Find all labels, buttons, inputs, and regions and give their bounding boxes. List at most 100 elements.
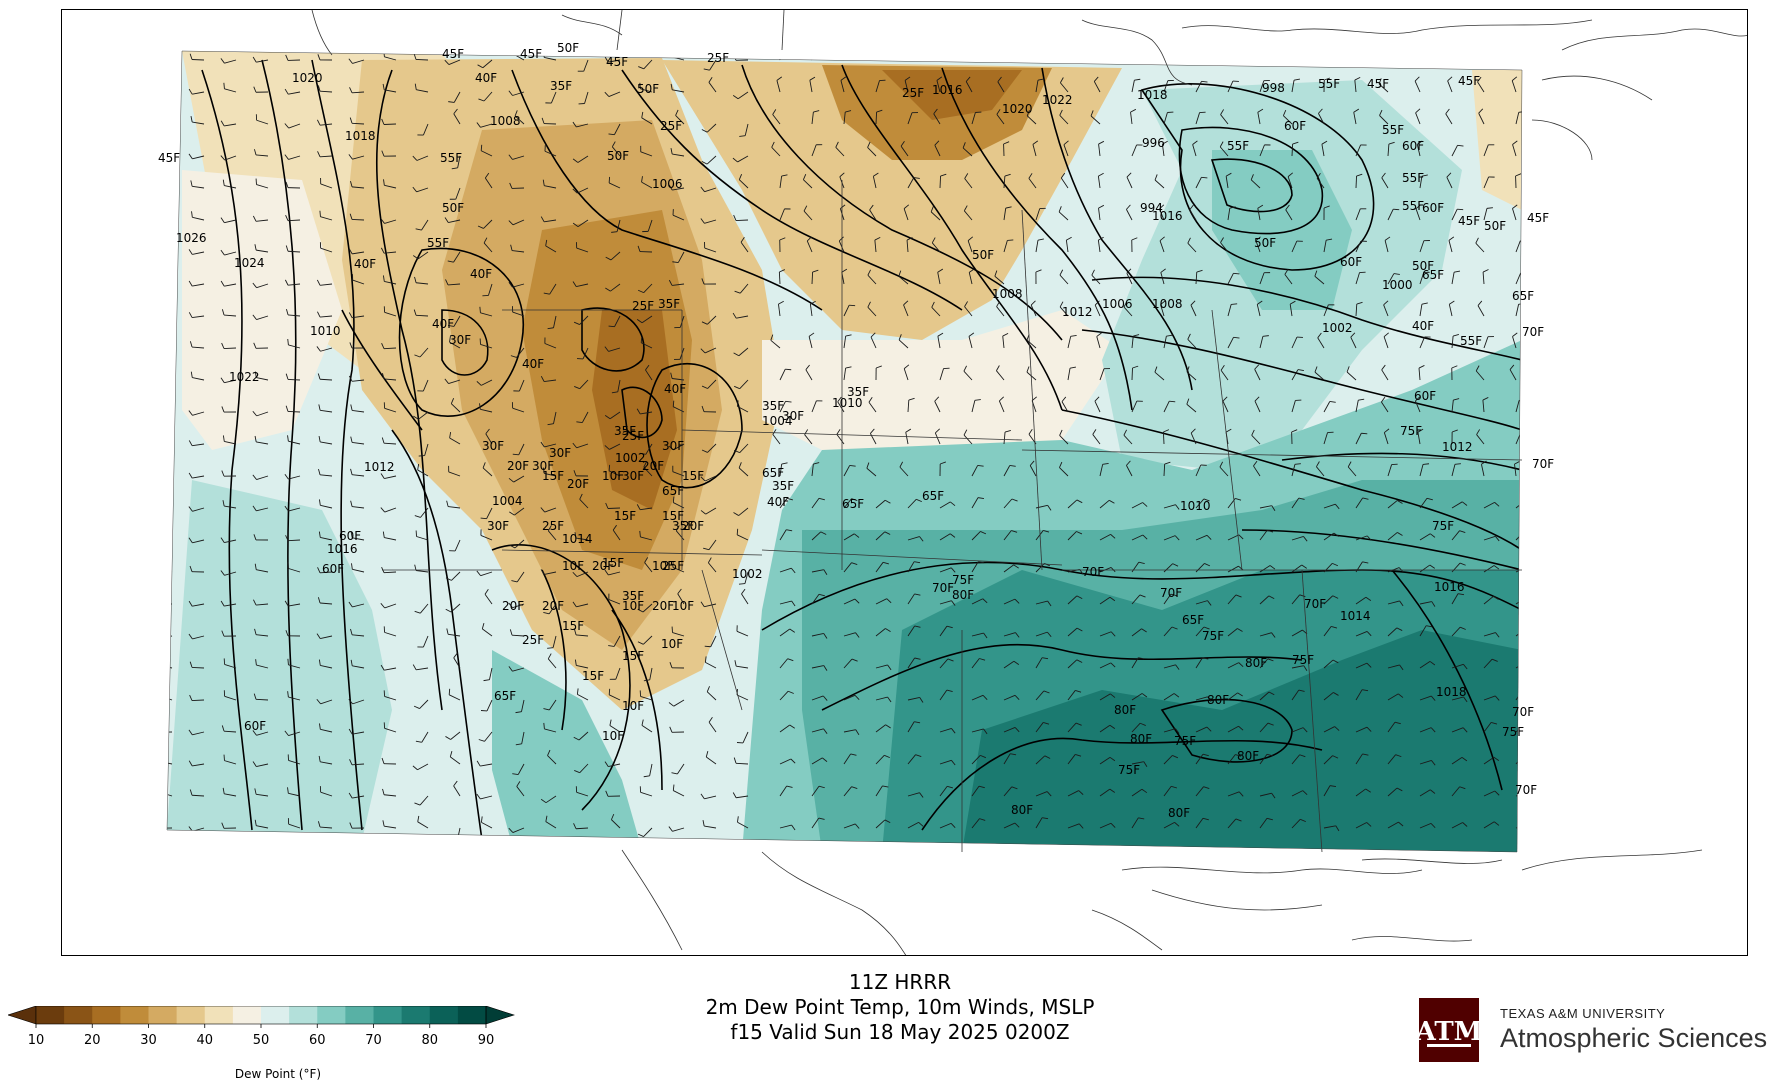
dewpoint-label: 80F	[1237, 749, 1259, 763]
dewpoint-label: 75F	[1174, 734, 1196, 748]
wind-barb	[159, 501, 172, 508]
colorbar-tick-label: 20	[84, 1033, 101, 1048]
dewpoint-label: 70F	[1304, 597, 1326, 611]
wind-barb	[1004, 49, 1015, 60]
dewpoint-label: 50F	[557, 41, 579, 55]
dewpoint-label: 65F	[1422, 268, 1444, 282]
colorbar-swatch	[149, 1006, 178, 1024]
university-name: TEXAS A&M UNIVERSITY	[1500, 1006, 1767, 1021]
colorbar-swatch	[36, 1006, 65, 1024]
dewpoint-label: 40F	[470, 267, 492, 281]
dewpoint-label: 55F	[1227, 139, 1249, 153]
dewpoint-label: 25F	[632, 299, 654, 313]
dewpoint-label: 25F	[622, 429, 644, 443]
dewpoint-label: 15F	[662, 509, 684, 523]
isobar-label: 1020	[292, 71, 323, 85]
wind-barb	[158, 598, 172, 604]
dewpoint-label: 60F	[244, 719, 266, 733]
dewpoint-label: 45F	[1367, 77, 1389, 91]
colorbar-tick-label: 10	[28, 1033, 45, 1048]
isobar-label: 1002	[732, 567, 763, 581]
colorbar-swatch	[458, 1006, 487, 1024]
colorbar-tick-label: 50	[253, 1033, 270, 1048]
dewpoint-label: 80F	[1245, 656, 1267, 670]
isobar-label: 1014	[562, 532, 593, 546]
dewpoint-label: 15F	[582, 669, 604, 683]
branding: TEXAS A&M UNIVERSITY Atmospheric Science…	[1500, 1006, 1767, 1054]
dewpoint-label: 75F	[1400, 424, 1422, 438]
isobar-label: 1022	[1042, 93, 1073, 107]
wind-barb	[805, 45, 812, 60]
boundary-line	[782, 10, 784, 50]
wind-barb	[1099, 45, 1104, 60]
boundary-line	[562, 15, 622, 35]
wind-barb	[1132, 46, 1139, 60]
colorbar-swatches	[8, 1006, 514, 1024]
dewpoint-label: 55F	[1402, 199, 1424, 213]
dewpoint-label: 25F	[902, 86, 924, 100]
boundary-line	[1362, 859, 1502, 864]
valid-time-title: f15 Valid Sun 18 May 2025 0200Z	[600, 1020, 1200, 1045]
isobar-label: 1006	[652, 177, 683, 191]
dewpoint-label: 35F	[772, 479, 794, 493]
dewpoint-label: 50F	[637, 82, 659, 96]
dewpoint-label: 60F	[322, 562, 344, 576]
dewpoint-label: 30F	[662, 439, 684, 453]
dewpoint-label: 60F	[1422, 201, 1444, 215]
dewpoint-label: 35F	[847, 385, 869, 399]
dewpoint-label: 10F	[652, 559, 674, 573]
boundary-line	[1182, 20, 1592, 34]
dewpoint-label: 70F	[1522, 325, 1544, 339]
dewpoint-label: 60F	[1414, 389, 1436, 403]
dewpoint-label: 70F	[1532, 457, 1554, 471]
dewpoint-label: 50F	[1484, 219, 1506, 233]
dewpoint-label: 70F	[932, 581, 954, 595]
dewpoint-label: 30F	[487, 519, 509, 533]
dewpoint-label: 65F	[494, 689, 516, 703]
department-name: Atmospheric Sciences	[1500, 1023, 1767, 1054]
dewpoint-label: 15F	[682, 469, 704, 483]
wind-barb	[876, 49, 887, 60]
dewpoint-label: 65F	[1182, 613, 1204, 627]
colorbar-swatch	[177, 1006, 206, 1024]
isobar-label: 1018	[345, 129, 376, 143]
colorbar-swatch	[345, 1006, 374, 1024]
dewpoint-label: 15F	[542, 469, 564, 483]
dewpoint-label: 50F	[442, 201, 464, 215]
dewpoint-label: 40F	[664, 382, 686, 396]
colorbar-tick-label: 70	[365, 1033, 382, 1048]
dewpoint-label: 50F	[607, 149, 629, 163]
boundary-line	[1092, 910, 1162, 950]
boundary-line	[1152, 890, 1322, 910]
dewpoint-label: 40F	[354, 257, 376, 271]
dewpoint-label: 75F	[1292, 653, 1314, 667]
dewpoint-label: 20F	[652, 599, 674, 613]
dewpoint-label: 10F	[622, 599, 644, 613]
colorbar-swatch	[430, 1006, 459, 1024]
dewpoint-label: 10F	[661, 637, 683, 651]
wind-barb	[160, 82, 172, 92]
wind-barb	[157, 633, 172, 638]
dewpoint-label: 55F	[1460, 334, 1482, 348]
isobar-label: 1002	[615, 451, 646, 465]
dewpoint-label: 45F	[1527, 211, 1549, 225]
boundary-line	[1532, 120, 1592, 160]
wind-barb	[158, 54, 172, 60]
isobar-label: 1014	[1340, 609, 1371, 623]
wind-barb	[1065, 45, 1070, 60]
dewpoint-label: 20F	[567, 477, 589, 491]
wind-barb	[157, 280, 172, 285]
dewpoint-label: 45F	[158, 151, 180, 165]
wind-barb	[157, 376, 172, 381]
wind-barb	[908, 49, 920, 60]
isobar-label: 1018	[1137, 88, 1168, 102]
isobar-label: 1004	[492, 494, 523, 508]
isobar-label: 1016	[1434, 580, 1465, 594]
boundary-line	[1352, 936, 1472, 941]
colorbar-swatch	[120, 1006, 149, 1024]
dewpoint-label: 20F	[642, 459, 664, 473]
dewpoint-label: 70F	[1160, 586, 1182, 600]
tamu-logo: ATM	[1419, 998, 1479, 1062]
colorbar-swatch	[205, 1006, 234, 1024]
dewpoint-label: 25F	[660, 119, 682, 133]
